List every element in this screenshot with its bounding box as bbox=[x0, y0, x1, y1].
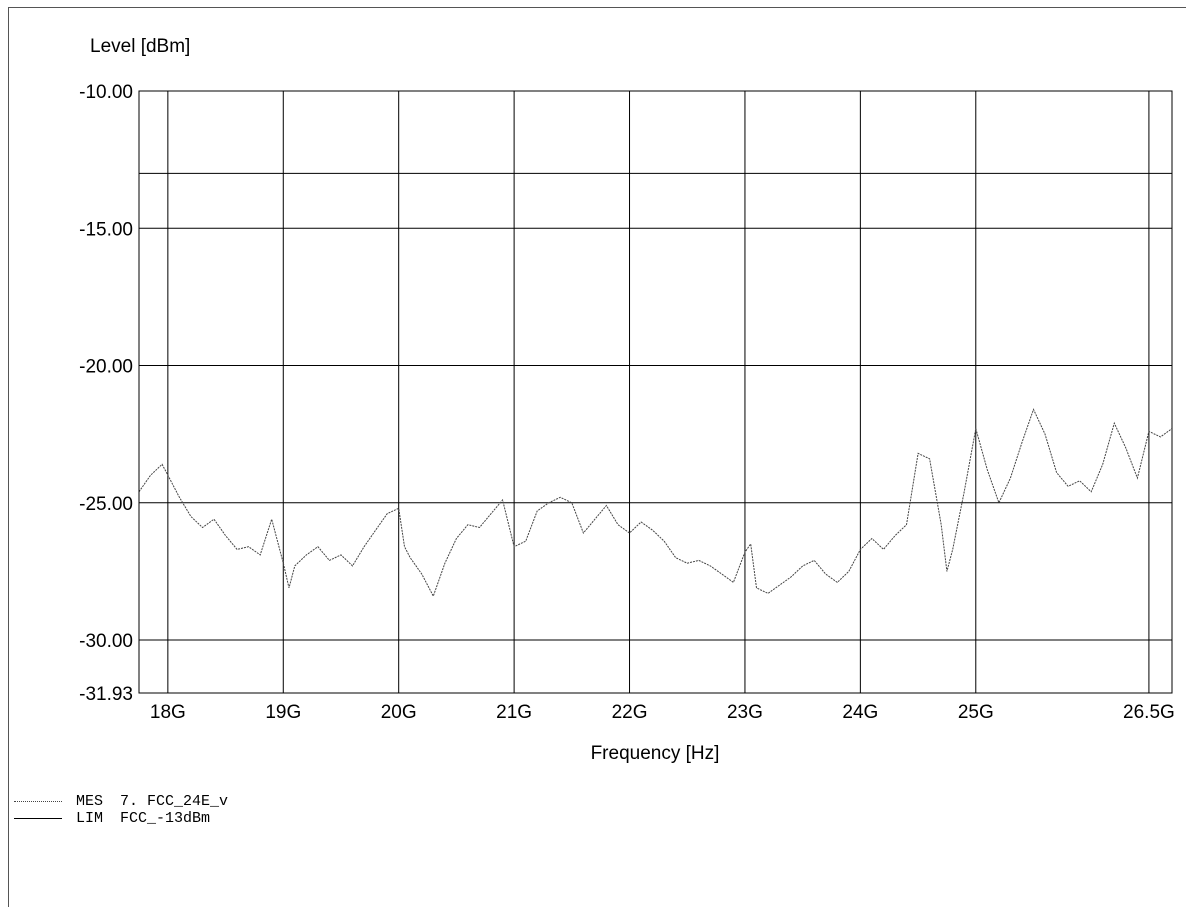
y-ticks: -10.00 -15.00 -20.00 -25.00 -30.00 -31.93 bbox=[79, 82, 133, 705]
x-tick-label: 18G bbox=[150, 702, 186, 723]
x-tick-label: 23G bbox=[727, 702, 763, 723]
legend-label-lim: FCC_-13dBm bbox=[120, 810, 211, 827]
legend-code-lim: LIM bbox=[76, 810, 104, 827]
chart-frame bbox=[8, 7, 1186, 907]
legend: MES 7. FCC_24E_v LIM FCC_-13dBm bbox=[14, 793, 228, 827]
legend-item-mes: MES 7. FCC_24E_v bbox=[14, 793, 228, 810]
legend-swatch-mes bbox=[14, 801, 62, 802]
x-tick-label: 26.5G bbox=[1123, 702, 1175, 723]
series bbox=[138, 172, 1173, 598]
x-tick-label: 24G bbox=[842, 702, 878, 723]
y-tick-label: -15.00 bbox=[79, 219, 133, 240]
chart: Level [dBm] -10.00 -15.00 -20.00 -25.00 -30.… bbox=[79, 36, 1175, 764]
y-tick-label: -10.00 bbox=[79, 82, 133, 103]
y-tick-label: -30.00 bbox=[79, 631, 133, 652]
y-tick-label: -31.93 bbox=[79, 684, 133, 705]
y-tick-label: -25.00 bbox=[79, 494, 133, 515]
legend-swatch-lim bbox=[14, 818, 62, 819]
x-tick-label: 21G bbox=[496, 702, 532, 723]
plot-border bbox=[138, 90, 1173, 694]
x-tick-label: 20G bbox=[381, 702, 417, 723]
x-tick-label: 25G bbox=[958, 702, 994, 723]
series-line-mes bbox=[138, 408, 1173, 598]
x-ticks: 18G 19G 20G 21G 22G 23G 24G 25G 26.5G bbox=[150, 702, 1175, 723]
grid bbox=[139, 91, 1172, 693]
legend-code-mes: MES bbox=[76, 793, 104, 810]
legend-label-mes: 7. FCC_24E_v bbox=[120, 793, 229, 810]
x-tick-label: 19G bbox=[265, 702, 301, 723]
y-axis-title: Level [dBm] bbox=[90, 36, 190, 57]
x-tick-label: 22G bbox=[612, 702, 648, 723]
legend-item-lim: LIM FCC_-13dBm bbox=[14, 810, 228, 827]
x-axis-title: Frequency [Hz] bbox=[591, 743, 720, 764]
y-tick-label: -20.00 bbox=[79, 357, 133, 378]
